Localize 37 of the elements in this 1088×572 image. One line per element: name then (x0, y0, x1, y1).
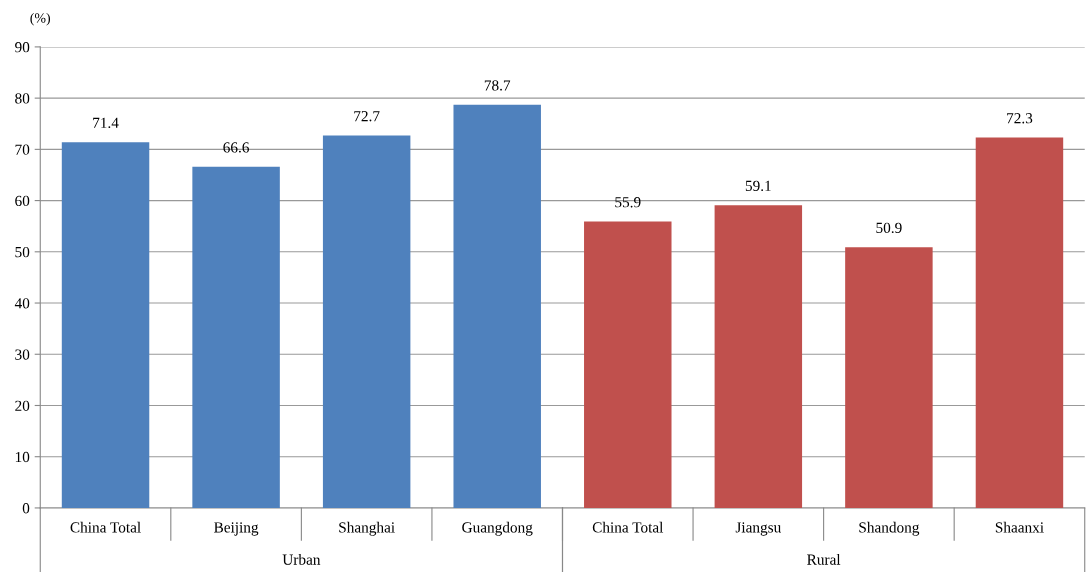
y-axis-title: (%) (30, 12, 51, 26)
data-label: 71.4 (93, 117, 119, 129)
x-tick-label: Guangdong (462, 521, 533, 536)
data-label: 59.1 (745, 180, 771, 192)
text: Urban (282, 554, 321, 565)
data-label: 72.7 (354, 111, 380, 122)
y-tick-label: 50 (15, 246, 30, 258)
data-label: 55.9 (615, 197, 641, 208)
bar (61, 142, 150, 508)
x-tick-label: Shaanxi (995, 521, 1044, 533)
bar (192, 166, 280, 508)
x-tick-label: Beijing (214, 522, 259, 536)
bar (714, 205, 803, 508)
bar (975, 137, 1064, 508)
bar (845, 247, 933, 508)
x-tick-label: China Total (70, 521, 141, 533)
text: Rural (807, 554, 841, 565)
y-tick-label: 10 (15, 451, 30, 463)
x-tick-label: China Total (592, 521, 664, 533)
y-tick-label: 80 (15, 93, 30, 104)
y-tick-label: 30 (15, 349, 30, 360)
bar (453, 104, 541, 508)
x-tick-label: Shandong (859, 521, 920, 536)
data-label: 66.6 (223, 142, 250, 153)
x-tick-label: Jiangsu (735, 522, 781, 536)
y-tick-label: 20 (15, 400, 30, 411)
y-tick-label: 60 (15, 195, 30, 207)
data-label: 50.9 (876, 222, 902, 234)
y-tick-label: 40 (14, 298, 30, 309)
y-tick-label: 90 (15, 42, 30, 53)
y-tick-label: 70 (15, 144, 30, 155)
bar (584, 221, 672, 508)
bar (322, 135, 411, 508)
y-tick-label: 0 (22, 503, 30, 514)
x-tick-label: Shanghai (339, 521, 395, 536)
data-label: 72.3 (1007, 113, 1033, 124)
data-label: 78.7 (484, 80, 511, 91)
